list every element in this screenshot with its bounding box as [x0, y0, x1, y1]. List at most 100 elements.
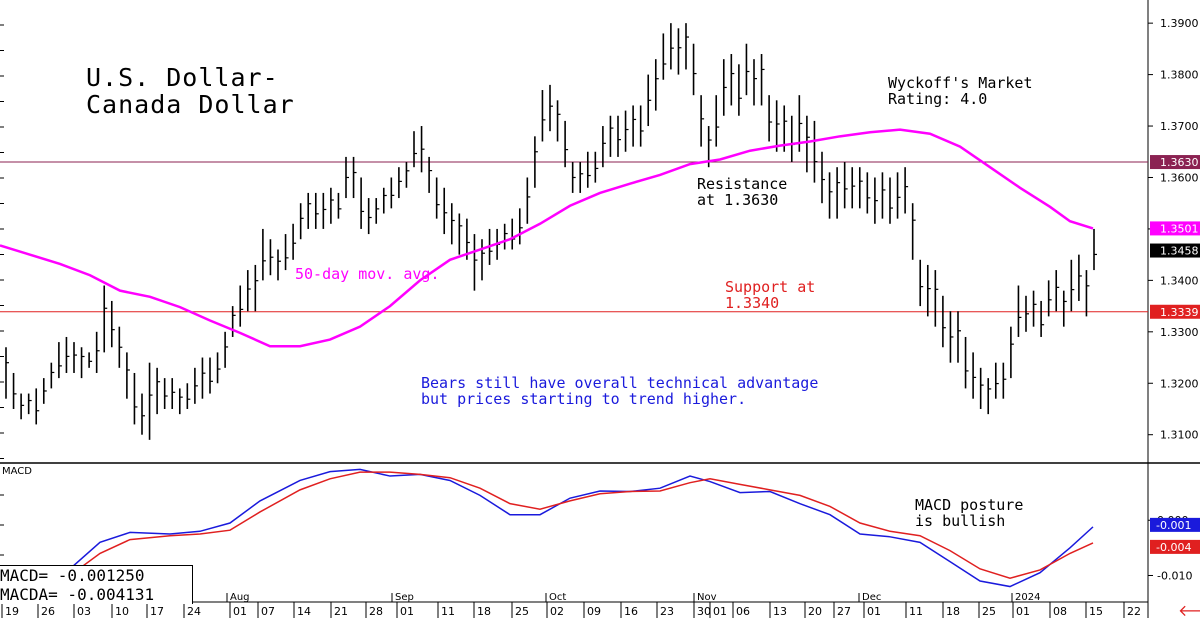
price-bar [624, 110, 629, 152]
x-month-label: Sep [395, 592, 414, 603]
price-bar [594, 151, 599, 183]
price-bar [262, 228, 266, 281]
price-bar [330, 187, 334, 224]
resistance-annotation: Resistance at 1.3630 [697, 176, 787, 208]
price-bar [806, 115, 810, 173]
macd-series-line [0, 468, 1094, 593]
macd-readout: MACD= -0.001250 MACDA= -0.004131 [0, 565, 193, 604]
y-tick-label: 1.3100 [1160, 429, 1199, 442]
price-bar [27, 393, 32, 415]
x-day-label: 01 [1016, 605, 1030, 618]
x-day-label: 07 [261, 605, 275, 618]
price-bar [745, 43, 750, 96]
price-bar [617, 115, 621, 157]
macd-panel-label: MACD [2, 466, 32, 477]
x-day-label: 18 [477, 605, 491, 618]
macd-tag-label: -0.004 [1156, 541, 1191, 554]
x-day-label: 02 [550, 605, 564, 618]
x-day-label: 01 [713, 605, 727, 618]
price-bar [1062, 290, 1067, 327]
price-tag [1150, 155, 1200, 170]
price-bar [20, 393, 25, 420]
price-bar [133, 372, 138, 425]
price-bar [413, 131, 417, 168]
price-bar [352, 156, 357, 199]
price-tag-label: 1.3339 [1160, 306, 1199, 319]
price-bar [586, 151, 591, 188]
price-bar [942, 295, 946, 348]
price-bar [1078, 254, 1082, 301]
price-bar [450, 203, 455, 245]
rating-line-2: Rating: 4.0 [888, 90, 988, 108]
scroll-left-arrow-icon[interactable]: 🡐 [1178, 601, 1200, 620]
price-bar [345, 156, 349, 199]
price-bar [337, 192, 342, 219]
price-bar [201, 357, 206, 399]
commentary-line-2: but prices starting to trend higher. [421, 390, 747, 408]
price-bar [360, 177, 365, 229]
price-bar [186, 383, 191, 409]
rating-line-1: Wyckoff's Market [888, 74, 1033, 92]
price-bar [858, 167, 863, 209]
price-bar [715, 95, 720, 147]
price-bar [775, 100, 780, 152]
ma50-line [0, 128, 1094, 348]
price-bar [518, 208, 523, 245]
price-bar [511, 218, 516, 250]
price-bar [760, 54, 765, 106]
price-bar [889, 177, 893, 224]
price-bar [979, 367, 984, 409]
x-day-label: 01 [233, 605, 247, 618]
price-bar [730, 54, 735, 106]
price-bar [881, 172, 886, 219]
price-bar [1002, 362, 1007, 399]
price-bar [1032, 290, 1037, 327]
x-day-label: 11 [909, 605, 923, 618]
price-bar [843, 162, 848, 209]
price-bar [632, 105, 637, 147]
x-day-label: 24 [187, 605, 201, 618]
price-tag-label: 1.3458 [1160, 245, 1199, 258]
price-bar [503, 223, 508, 250]
x-day-label: 01 [867, 605, 881, 618]
x-day-label: 10 [115, 605, 129, 618]
price-bar [443, 187, 448, 235]
price-bar [95, 331, 100, 373]
price-bar [836, 167, 841, 219]
price-bar [126, 352, 130, 399]
x-day-label: 01 [400, 605, 414, 618]
x-month-label: Aug [230, 592, 250, 603]
x-day-label: 17 [150, 605, 164, 618]
price-bar [141, 393, 145, 435]
price-bar [382, 187, 387, 214]
price-bar [1010, 326, 1014, 379]
macd-value: MACD= -0.001250 [0, 566, 145, 585]
price-tag-label: 1.3630 [1160, 156, 1199, 169]
x-day-label: 18 [946, 605, 960, 618]
price-bar [1085, 270, 1090, 317]
price-bar [307, 192, 312, 229]
x-day-label: 09 [587, 605, 601, 618]
price-bar [292, 223, 297, 260]
price-bar [194, 367, 198, 404]
price-bar [246, 270, 251, 312]
x-day-label: 19 [5, 605, 19, 618]
price-bar [813, 120, 818, 183]
price-bar [163, 378, 168, 409]
x-day-label: 22 [1127, 605, 1141, 618]
price-bar [662, 33, 667, 80]
x-day-label: 03 [77, 605, 91, 618]
price-bar [677, 28, 682, 75]
market-rating: Wyckoff's Market Rating: 4.0 [888, 75, 1033, 107]
macd-posture-annotation: MACD posture is bullish [915, 497, 1023, 529]
price-bar [987, 378, 992, 415]
macd-posture-line-2: is bullish [915, 512, 1006, 530]
price-bar [428, 156, 433, 193]
price-bar [398, 167, 402, 199]
title-line-1: U.S. Dollar- [86, 63, 279, 92]
price-bar [269, 239, 274, 276]
macd-posture-line-1: MACD posture [915, 496, 1024, 514]
price-bar [647, 74, 652, 127]
price-bar [42, 378, 47, 404]
